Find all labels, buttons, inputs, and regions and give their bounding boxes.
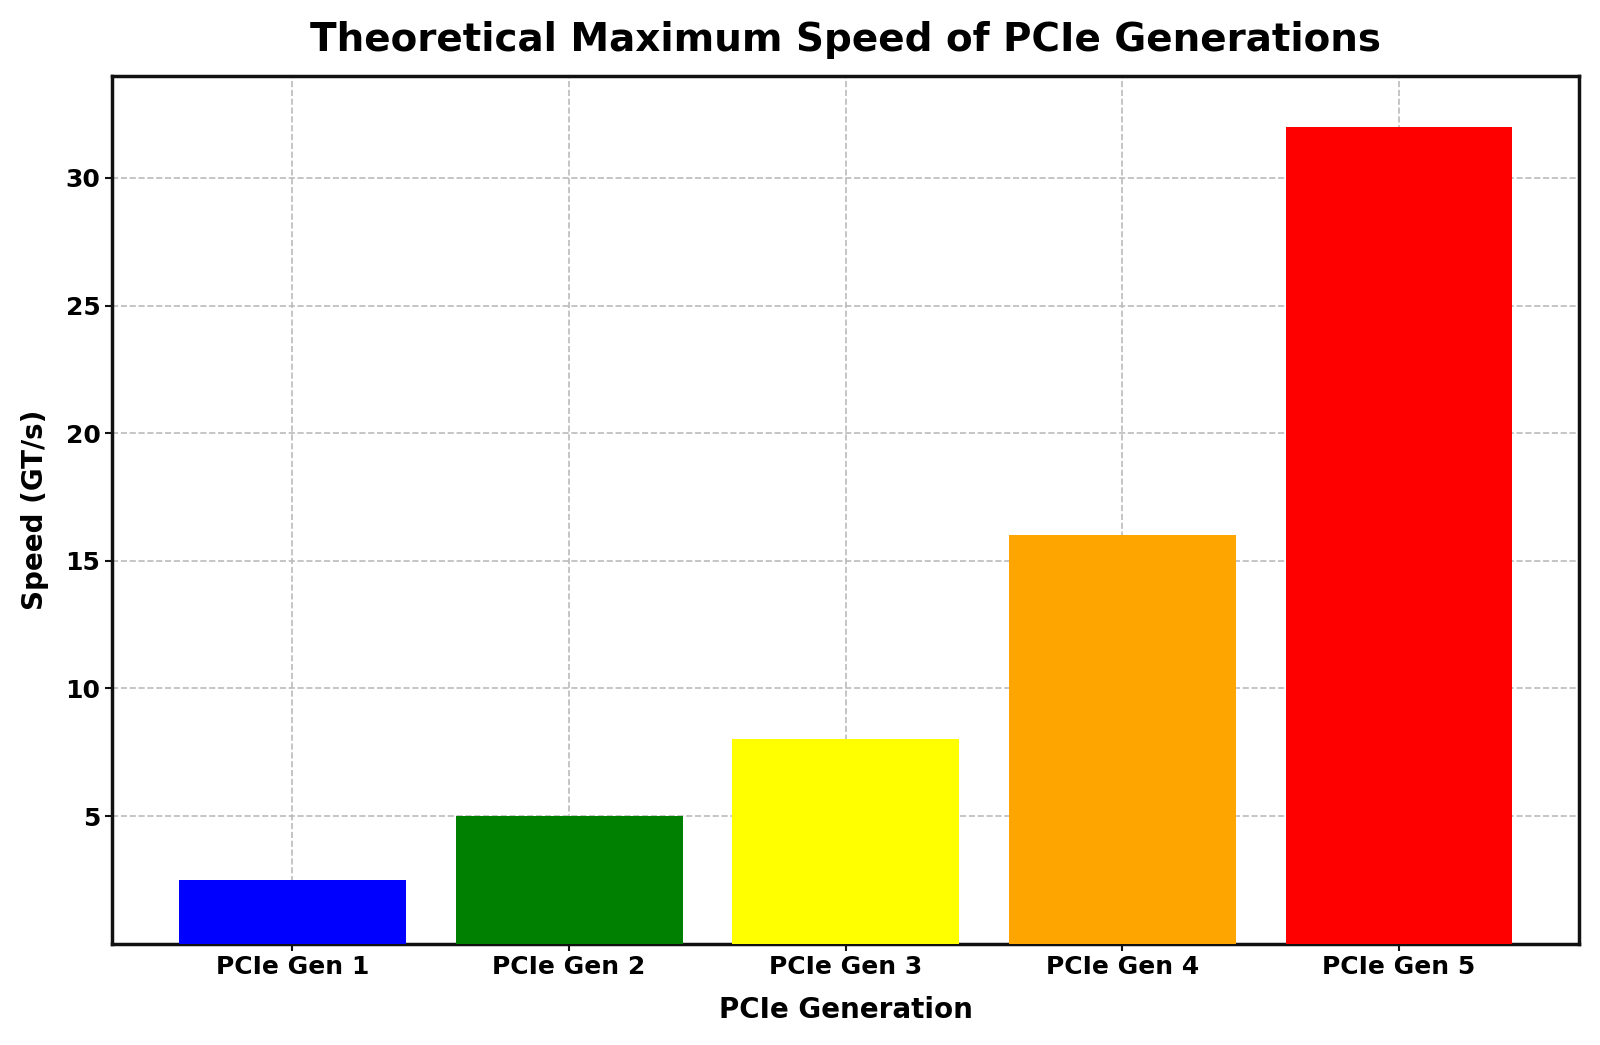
Title: Theoretical Maximum Speed of PCIe Generations: Theoretical Maximum Speed of PCIe Genera… <box>310 21 1381 59</box>
Bar <box>733 740 958 944</box>
Bar <box>1010 535 1235 944</box>
Bar <box>179 880 406 944</box>
X-axis label: PCIe Generation: PCIe Generation <box>718 996 973 1024</box>
Bar <box>456 816 683 944</box>
Y-axis label: Speed (GT/s): Speed (GT/s) <box>21 410 50 610</box>
Bar <box>1286 126 1512 944</box>
